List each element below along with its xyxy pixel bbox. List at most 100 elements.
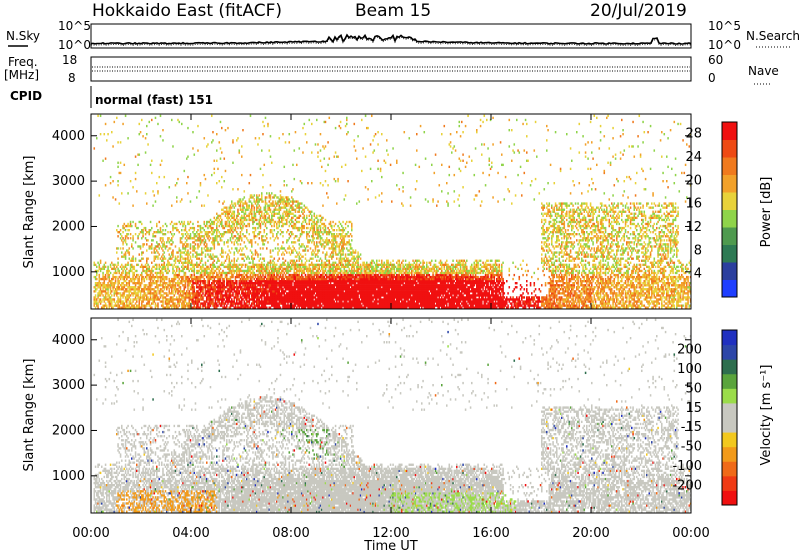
- echo-cell: [114, 266, 116, 268]
- echo-cell: [247, 272, 249, 274]
- echo-cell: [235, 227, 237, 229]
- echo-cell: [127, 237, 129, 239]
- echo-cell: [152, 274, 154, 276]
- echo-cell: [295, 219, 297, 221]
- echo-cell: [145, 227, 147, 229]
- echo-cell: [205, 305, 207, 307]
- echo-cell: [146, 276, 148, 278]
- echo-cell: [255, 137, 257, 139]
- echo-cell: [287, 217, 289, 219]
- echo-cell: [252, 223, 254, 225]
- echo-cell: [305, 258, 307, 260]
- echo-cell: [329, 229, 331, 231]
- echo-cell: [226, 258, 228, 260]
- echo-cell: [276, 300, 278, 302]
- plot-title: Hokkaido East (fitACF): [92, 1, 282, 21]
- freq-tick-top: 18: [62, 53, 77, 67]
- echo-cell: [191, 268, 193, 270]
- echo-cell: [206, 300, 208, 302]
- echo-cell: [161, 231, 163, 233]
- echo-cell: [322, 205, 324, 207]
- echo-cell: [240, 198, 242, 200]
- echo-cell: [265, 276, 267, 278]
- echo-cell: [114, 286, 116, 288]
- echo-cell: [232, 274, 234, 276]
- echo-cell: [202, 307, 204, 309]
- echo-cell: [141, 119, 143, 121]
- echo-cell: [289, 245, 291, 247]
- echo-cell: [165, 229, 167, 231]
- echo-cell: [322, 251, 324, 253]
- echo-cell: [172, 251, 174, 253]
- echo-cell: [157, 307, 159, 309]
- nave-tick-bottom: 0: [708, 71, 716, 85]
- echo-cell: [161, 160, 163, 162]
- echo-cell: [244, 215, 246, 217]
- echo-cell: [182, 235, 184, 237]
- echo-cell: [120, 292, 122, 294]
- noise-right-tick-top: 10^5: [708, 19, 741, 33]
- echo-cell: [110, 176, 112, 178]
- echo-cell: [125, 241, 127, 243]
- echo-cell: [120, 247, 122, 249]
- echo-cell: [96, 298, 98, 300]
- echo-cell: [180, 286, 182, 288]
- echo-cell: [220, 280, 222, 282]
- echo-cell: [301, 233, 303, 235]
- echo-cell: [270, 264, 272, 266]
- echo-cell: [209, 239, 211, 241]
- echo-cell: [129, 296, 131, 298]
- echo-cell: [279, 213, 281, 215]
- echo-cell: [262, 133, 264, 135]
- echo-cell: [166, 278, 168, 280]
- echo-cell: [306, 215, 308, 217]
- echo-cell: [231, 225, 233, 227]
- echo-cell: [122, 296, 124, 298]
- echo-cell: [304, 272, 306, 274]
- echo-cell: [219, 200, 221, 202]
- echo-cell: [207, 233, 209, 235]
- echo-cell: [150, 290, 152, 292]
- echo-cell: [185, 274, 187, 276]
- echo-cell: [211, 284, 213, 286]
- echo-cell: [226, 305, 228, 307]
- echo-cell: [120, 162, 122, 164]
- echo-cell: [175, 184, 177, 186]
- echo-cell: [117, 302, 119, 304]
- echo-cell: [150, 305, 152, 307]
- echo-cell: [234, 298, 236, 300]
- echo-cell: [276, 205, 278, 207]
- echo-cell: [95, 290, 97, 292]
- echo-cell: [229, 260, 231, 262]
- echo-cell: [104, 300, 106, 302]
- echo-cell: [241, 200, 243, 202]
- echo-cell: [267, 241, 269, 243]
- echo-cell: [154, 288, 156, 290]
- echo-cell: [204, 223, 206, 225]
- echo-cell: [304, 298, 306, 300]
- echo-cell: [189, 223, 191, 225]
- echo-cell: [270, 209, 272, 211]
- echo-cell: [234, 207, 236, 209]
- echo-cell: [314, 219, 316, 221]
- echo-cell: [265, 209, 267, 211]
- echo-cell: [327, 282, 329, 284]
- echo-cell: [274, 211, 276, 213]
- echo-cell: [125, 239, 127, 241]
- echo-cell: [251, 194, 253, 196]
- echo-cell: [254, 198, 256, 200]
- echo-cell: [329, 262, 331, 264]
- echo-cell: [224, 278, 226, 280]
- echo-cell: [266, 288, 268, 290]
- echo-cell: [232, 294, 234, 296]
- echo-cell: [234, 223, 236, 225]
- echo-cell: [320, 258, 322, 260]
- echo-cell: [269, 192, 271, 194]
- echo-cell: [286, 184, 288, 186]
- echo-cell: [175, 284, 177, 286]
- beam-label: Beam 15: [355, 1, 431, 21]
- echo-cell: [142, 300, 144, 302]
- echo-cell: [254, 266, 256, 268]
- echo-cell: [201, 247, 203, 249]
- echo-cell: [100, 133, 102, 135]
